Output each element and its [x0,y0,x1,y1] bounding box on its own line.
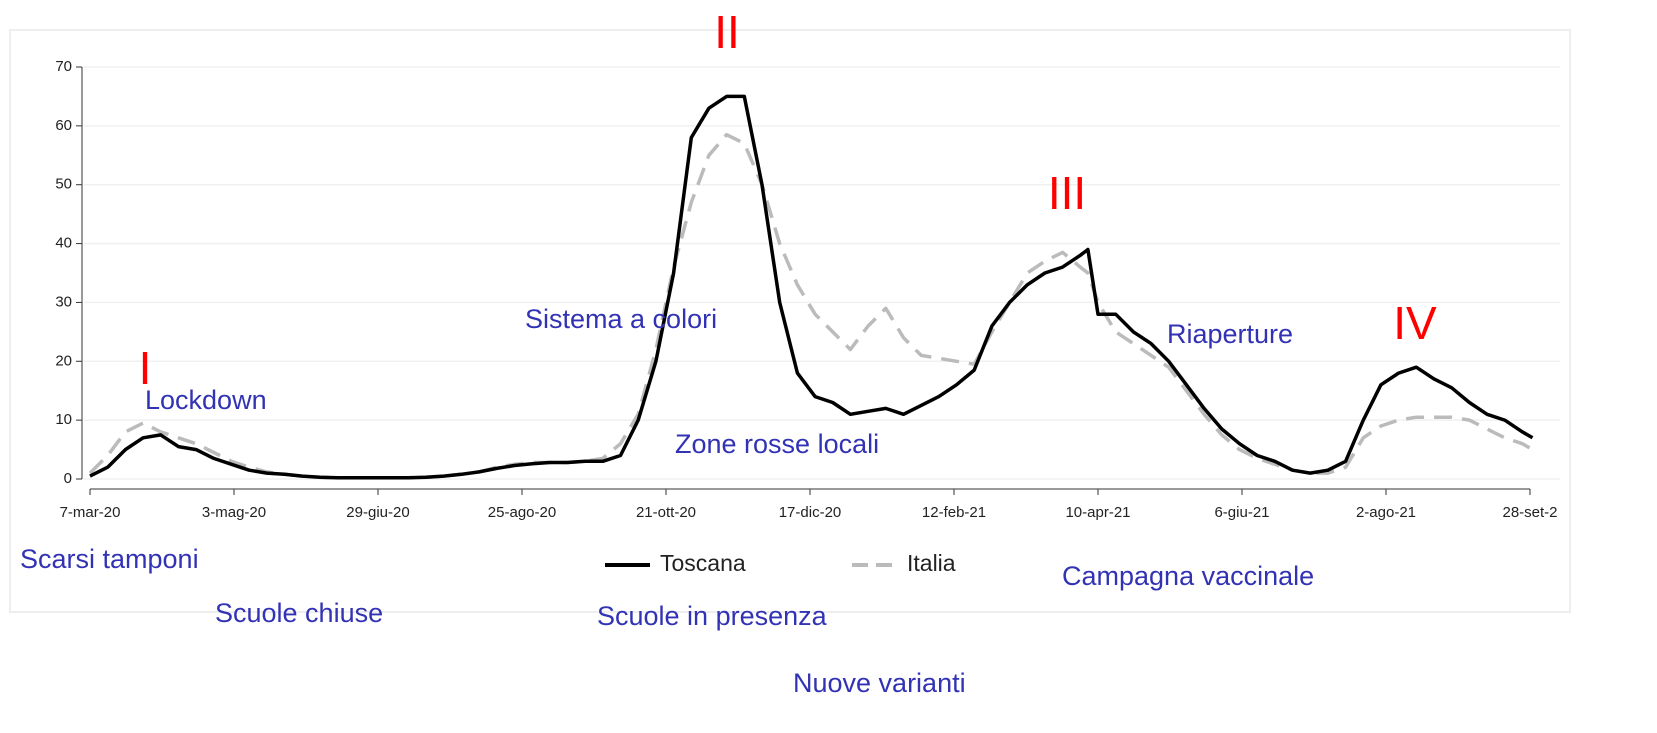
x-tick-label: 25-ago-20 [488,504,556,521]
series-line [89,94,1534,480]
y-tick-label: 10 [55,411,72,428]
legend-label: Toscana [660,550,746,576]
peak-label: I [139,342,152,394]
annotation: Scuole in presenza [597,601,828,631]
x-tick-label: 10-apr-21 [1065,504,1130,521]
x-tick-label: 6-giu-21 [1214,504,1269,521]
annotation: Nuove varianti [793,668,966,698]
x-tick-label: 12-feb-21 [922,504,986,521]
x-tick-label: 28-set-2 [1502,504,1557,521]
y-tick-label: 30 [55,293,72,310]
annotation: Sistema a colori [525,304,717,334]
y-tick-label: 50 [55,176,72,193]
peak-label: II [714,6,740,58]
x-tick-label: 7-mar-20 [60,504,121,521]
y-tick-label: 70 [55,58,72,75]
x-tick-label: 21-ott-20 [636,504,696,521]
annotation: Riaperture [1167,319,1293,349]
annotation: Scuole chiuse [215,598,383,628]
x-tick-label: 17-dic-20 [779,504,842,521]
x-tick-label: 29-giu-20 [346,504,409,521]
y-tick-label: 60 [55,117,72,134]
annotation: Campagna vaccinale [1062,561,1314,591]
x-tick-label: 3-mag-20 [202,504,266,521]
x-tick-label: 2-ago-21 [1356,504,1416,521]
y-tick-label: 20 [55,352,72,369]
y-tick-label: 40 [55,235,72,252]
legend-label: Italia [907,550,956,576]
peak-label: III [1048,167,1086,219]
annotation: Lockdown [145,385,267,415]
annotation: Scarsi tamponi [20,544,199,574]
chart-frame [9,29,1571,613]
annotation: Zone rosse locali [675,429,879,459]
peak-label: IV [1393,297,1437,349]
y-tick-label: 0 [64,470,72,487]
